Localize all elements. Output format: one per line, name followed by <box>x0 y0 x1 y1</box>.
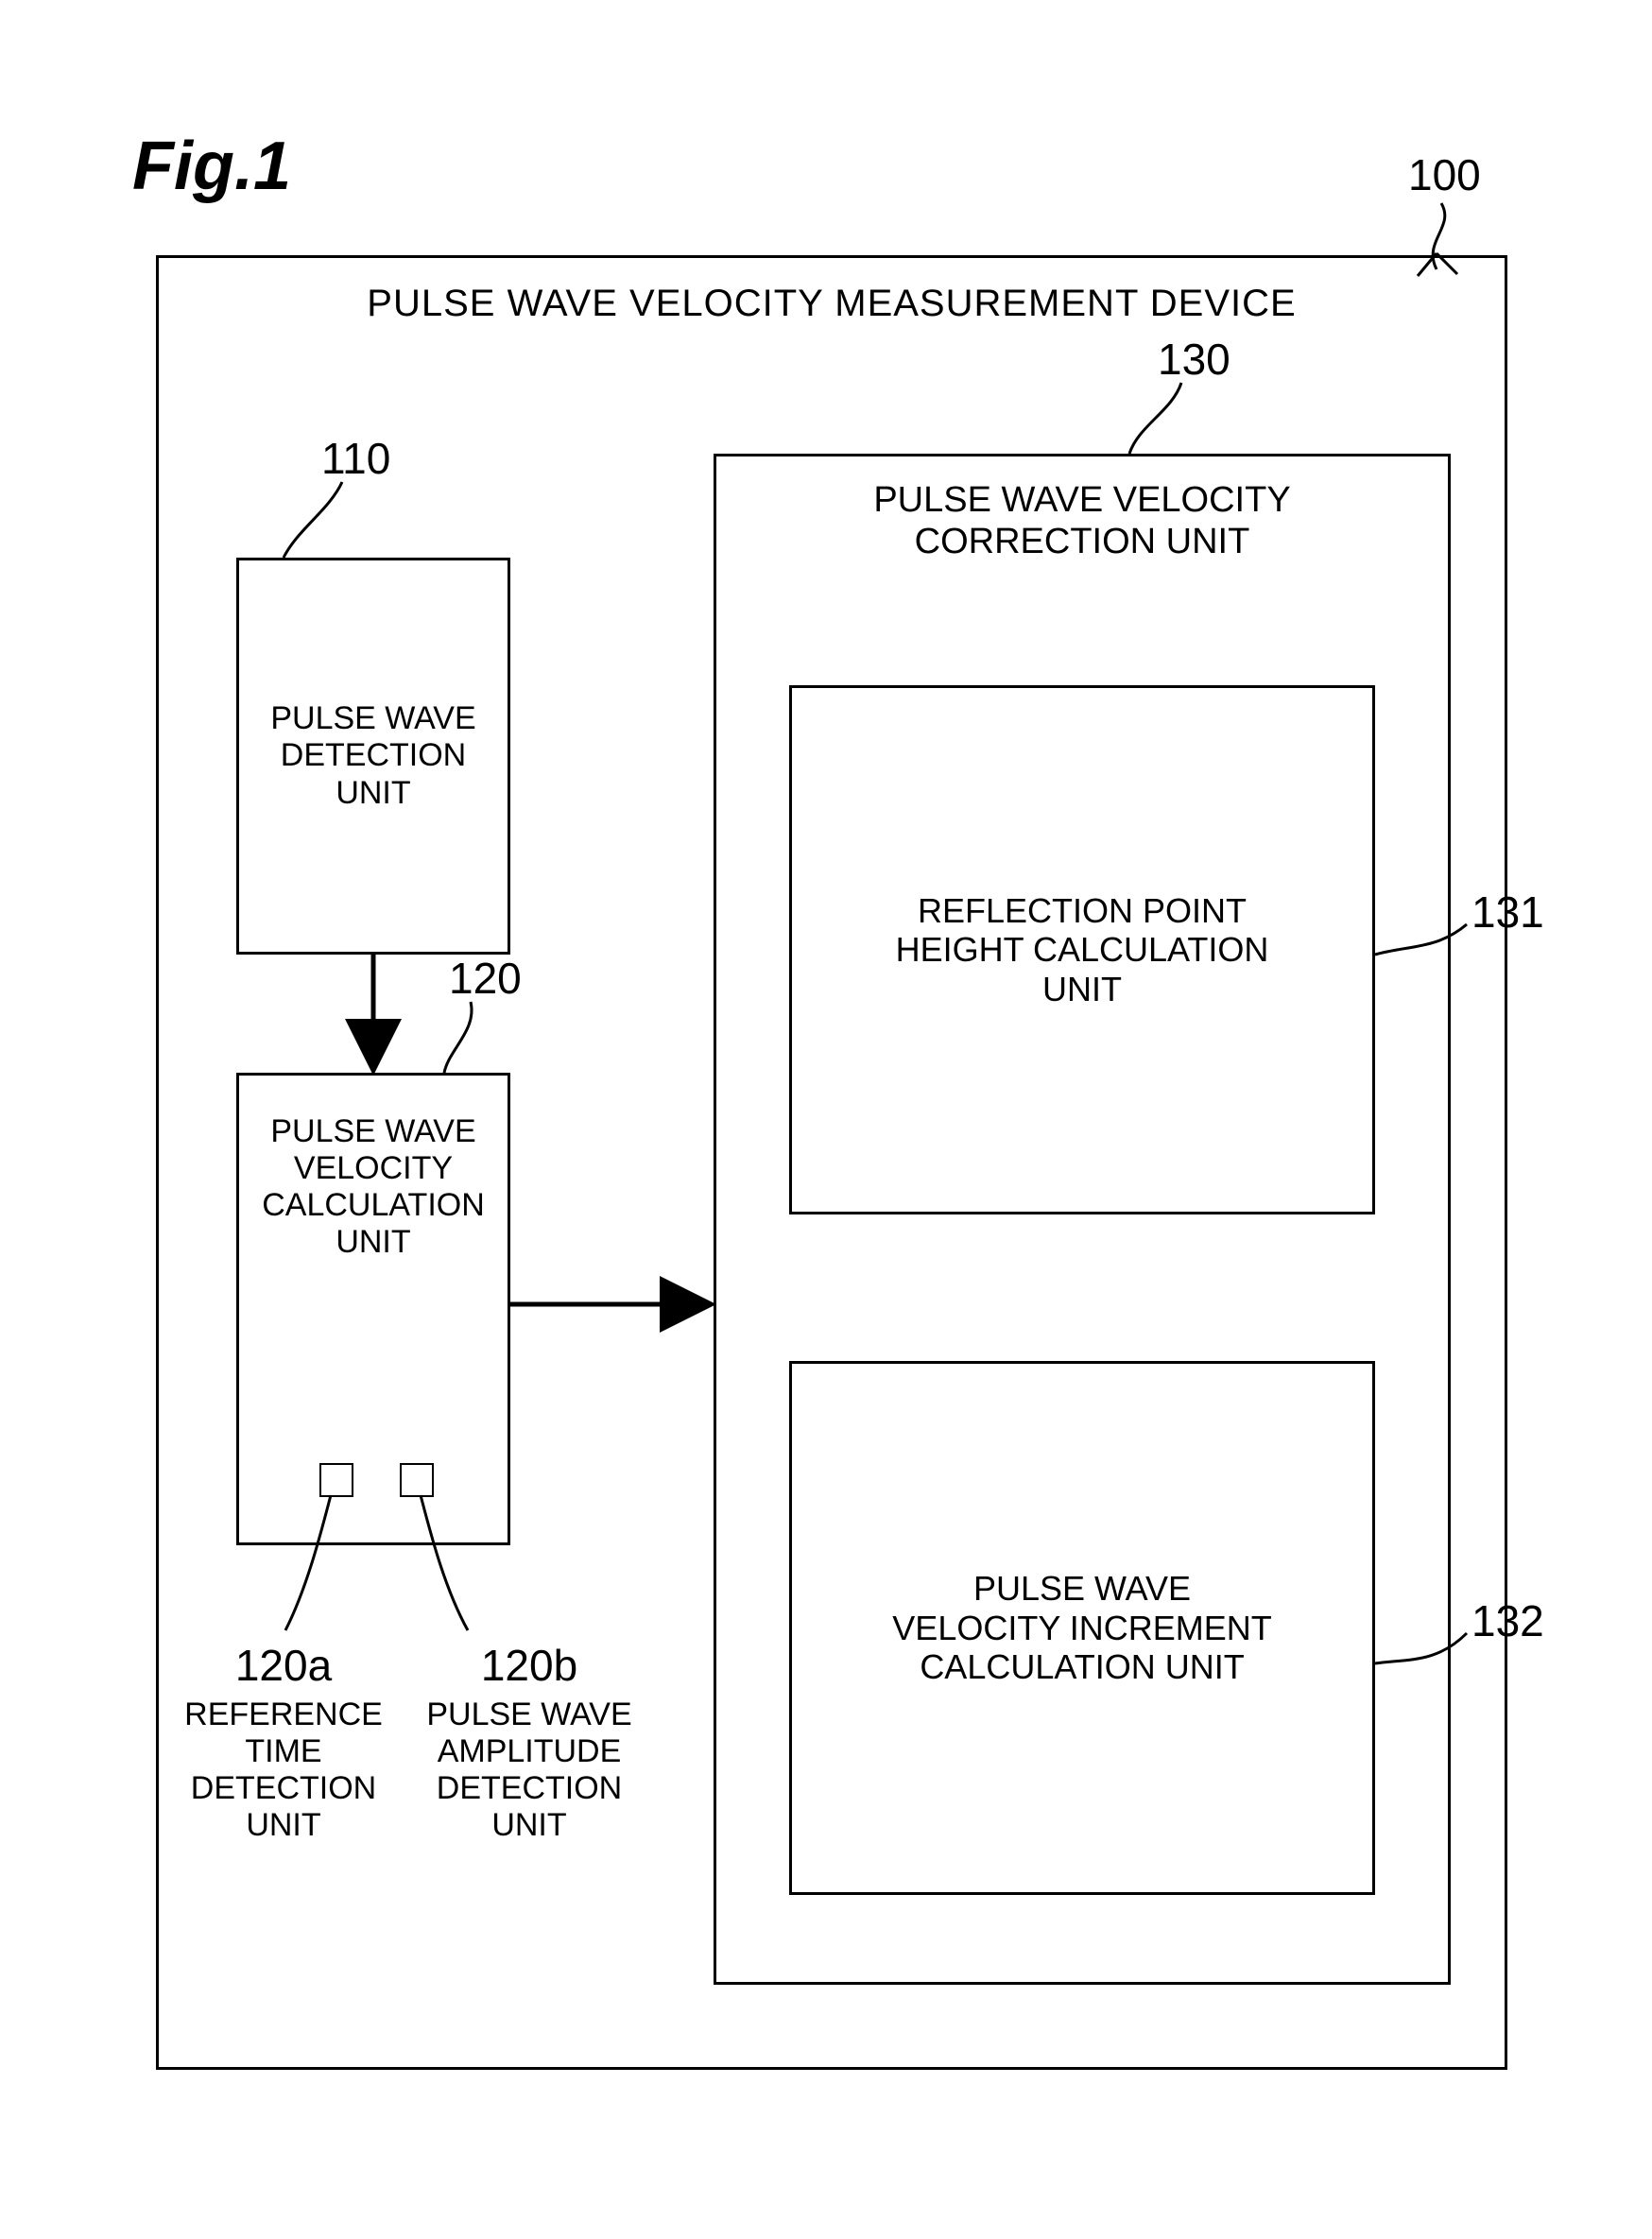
block-130-label: PULSE WAVE VELOCITY CORRECTION UNIT <box>873 480 1290 562</box>
block-120: PULSE WAVE VELOCITY CALCULATION UNIT <box>236 1073 510 1545</box>
square-120b <box>400 1463 434 1497</box>
ref-132: 132 <box>1471 1595 1544 1646</box>
block-131-label: REFLECTION POINT HEIGHT CALCULATION UNIT <box>896 891 1269 1008</box>
sublabel-120a: REFERENCE TIME DETECTION UNIT <box>161 1696 406 1844</box>
ref-130: 130 <box>1158 334 1230 385</box>
ref-120a-group: 120a REFERENCE TIME DETECTION UNIT <box>161 1640 406 1844</box>
block-132-label: PULSE WAVE VELOCITY INCREMENT CALCULATIO… <box>892 1569 1271 1686</box>
ref-131: 131 <box>1471 887 1544 938</box>
square-120a <box>319 1463 353 1497</box>
ref-120b-group: 120b PULSE WAVE AMPLITUDE DETECTION UNIT <box>397 1640 662 1844</box>
ref-120b: 120b <box>397 1640 662 1691</box>
ref-120: 120 <box>449 953 522 1004</box>
ref-120a: 120a <box>161 1640 406 1691</box>
block-120-label: PULSE WAVE VELOCITY CALCULATION UNIT <box>239 1113 508 1261</box>
block-132: PULSE WAVE VELOCITY INCREMENT CALCULATIO… <box>789 1361 1375 1895</box>
device-label: PULSE WAVE VELOCITY MEASUREMENT DEVICE <box>367 282 1296 325</box>
ref-100: 100 <box>1408 149 1481 200</box>
sublabel-120b: PULSE WAVE AMPLITUDE DETECTION UNIT <box>397 1696 662 1844</box>
block-110: PULSE WAVE DETECTION UNIT <box>236 558 510 955</box>
figure-title: Fig.1 <box>132 128 291 205</box>
ref-110: 110 <box>321 433 390 484</box>
block-110-label: PULSE WAVE DETECTION UNIT <box>270 700 475 811</box>
diagram-canvas: Fig.1 PULSE WAVE VELOCITY MEASUREMENT DE… <box>0 0 1652 2239</box>
block-131: REFLECTION POINT HEIGHT CALCULATION UNIT <box>789 685 1375 1214</box>
